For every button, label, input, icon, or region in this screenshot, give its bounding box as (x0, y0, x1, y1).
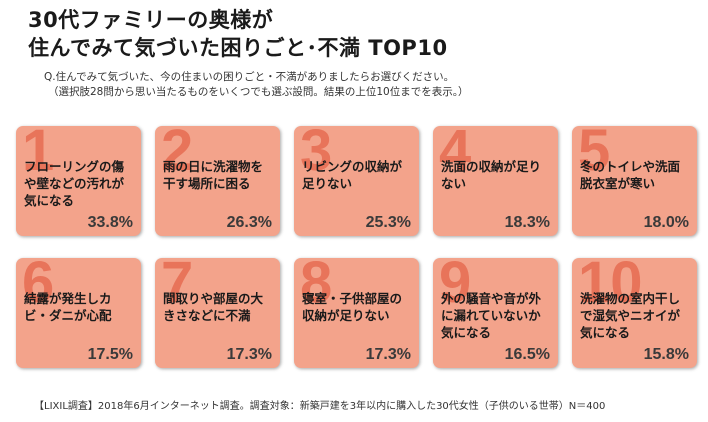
rank-percentage: 33.8% (87, 214, 133, 231)
rank-card-6: 6 結露が発生しカビ・ダニが心配 17.5% (16, 258, 141, 368)
rank-label: 外の騒音や音が外に漏れていないか気になる (441, 291, 542, 340)
rank-percentage: 16.5% (504, 346, 550, 363)
rank-label: リビングの収納が足りない (302, 159, 403, 191)
rank-percentage: 17.5% (87, 346, 133, 363)
question-line-2: （選択肢28問から思い当たるものをいくつでも選ぶ設問。結果の上位10位までを表示… (48, 86, 469, 98)
rank-label: 寝室・子供部屋の収納が足りない (302, 291, 403, 323)
rank-label: 洗面の収納が足りない (441, 159, 542, 191)
rank-number: 10 (578, 258, 643, 315)
rank-percentage: 17.3% (226, 346, 272, 363)
rank-percentage: 17.3% (365, 346, 411, 363)
rank-number: 6 (22, 258, 55, 315)
rank-card-4: 4 洗面の収納が足りない 18.3% (433, 126, 558, 236)
rank-card-10: 10 洗濯物の室内干しで湿気やニオイが気になる 15.8% (572, 258, 697, 368)
rank-percentage: 25.3% (365, 214, 411, 231)
title-line-1: 30代ファミリーの奥様が (28, 8, 274, 32)
question-text: Q.住んでみて気づいた、今の住まいの困りごと・不満がありましたらお選びください。… (44, 70, 468, 100)
rank-label: 雨の日に洗濯物を干す場所に困る (163, 159, 264, 191)
page-title: 30代ファミリーの奥様が 住んでみて気づいた困りごと･不満 TOP10 (28, 6, 448, 62)
rank-number: 4 (439, 126, 472, 183)
rank-label: 冬のトイレや洗面脱衣室が寒い (580, 159, 681, 191)
rank-label: フローリングの傷や壁などの汚れが気になる (24, 159, 125, 208)
title-line-2: 住んでみて気づいた困りごと･不満 TOP10 (28, 36, 448, 60)
footnote: 【LIXIL調査】2018年6月インターネット調査。調査対象：新築戸建を3年以内… (34, 401, 606, 412)
rank-percentage: 18.0% (643, 214, 689, 231)
rank-card-5: 5 冬のトイレや洗面脱衣室が寒い 18.0% (572, 126, 697, 236)
rank-number: 1 (22, 126, 55, 183)
rank-label: 洗濯物の室内干しで湿気やニオイが気になる (580, 291, 681, 340)
rank-number: 5 (578, 126, 611, 183)
rank-number: 7 (161, 258, 194, 315)
rank-number: 3 (300, 126, 333, 183)
rank-number: 2 (161, 126, 194, 183)
rank-number: 9 (439, 258, 472, 315)
rank-percentage: 26.3% (226, 214, 272, 231)
rank-card-7: 7 間取りや部屋の大きさなどに不満 17.3% (155, 258, 280, 368)
question-line-1: Q.住んでみて気づいた、今の住まいの困りごと・不満がありましたらお選びください。 (44, 71, 455, 83)
rank-card-1: 1 フローリングの傷や壁などの汚れが気になる 33.8% (16, 126, 141, 236)
rank-number: 8 (300, 258, 333, 315)
rank-percentage: 15.8% (643, 346, 689, 363)
rank-percentage: 18.3% (504, 214, 550, 231)
rank-label: 間取りや部屋の大きさなどに不満 (163, 291, 264, 323)
rank-card-8: 8 寝室・子供部屋の収納が足りない 17.3% (294, 258, 419, 368)
rank-label: 結露が発生しカビ・ダニが心配 (24, 291, 112, 323)
rank-card-3: 3 リビングの収納が足りない 25.3% (294, 126, 419, 236)
rank-card-2: 2 雨の日に洗濯物を干す場所に困る 26.3% (155, 126, 280, 236)
rank-card-9: 9 外の騒音や音が外に漏れていないか気になる 16.5% (433, 258, 558, 368)
